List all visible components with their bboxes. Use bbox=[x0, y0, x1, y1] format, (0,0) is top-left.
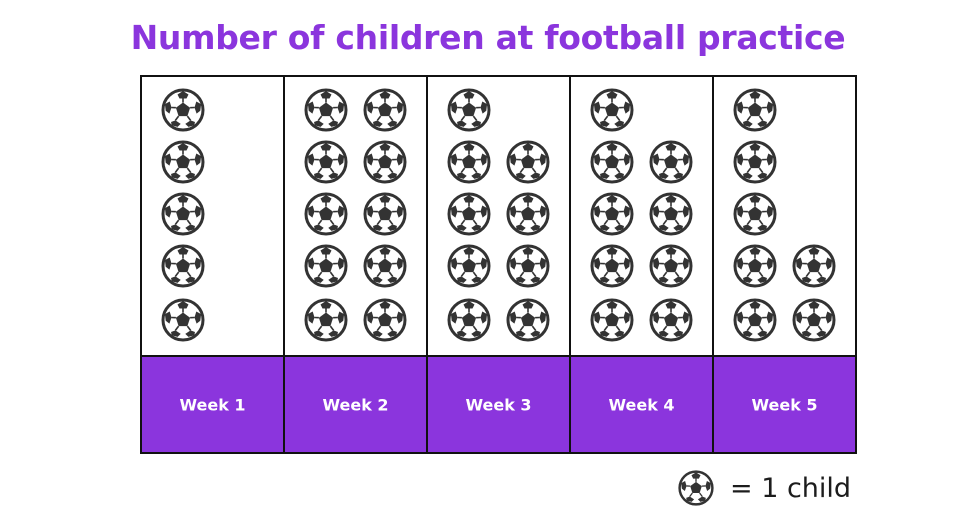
football-icon bbox=[363, 298, 407, 342]
football-icon bbox=[304, 244, 348, 288]
column-5: Week 5 bbox=[712, 75, 857, 454]
football-icon bbox=[590, 140, 634, 184]
legend-label: = 1 child bbox=[730, 472, 852, 504]
category-label: Week 5 bbox=[751, 396, 817, 415]
football-icon bbox=[161, 88, 205, 132]
football-icon bbox=[447, 140, 491, 184]
football-icon bbox=[733, 192, 777, 236]
football-icon bbox=[733, 244, 777, 288]
football-icon bbox=[733, 88, 777, 132]
chart-title: Number of children at football practice bbox=[130, 18, 846, 57]
football-icon bbox=[678, 470, 714, 506]
football-icon bbox=[733, 298, 777, 342]
football-icon bbox=[792, 298, 836, 342]
category-band bbox=[426, 355, 571, 454]
football-icon bbox=[649, 192, 693, 236]
football-icon bbox=[304, 192, 348, 236]
category-label: Week 1 bbox=[179, 396, 245, 415]
football-icon bbox=[506, 244, 550, 288]
football-icon bbox=[161, 140, 205, 184]
football-icon bbox=[590, 192, 634, 236]
category-band bbox=[569, 355, 714, 454]
column-2: Week 2 bbox=[283, 75, 428, 454]
category-label: Week 2 bbox=[322, 396, 388, 415]
category-label: Week 3 bbox=[465, 396, 531, 415]
legend: = 1 child bbox=[678, 470, 851, 506]
category-label: Week 4 bbox=[608, 396, 674, 415]
football-icon bbox=[649, 140, 693, 184]
column-4: Week 4 bbox=[569, 75, 714, 454]
category-band bbox=[712, 355, 857, 454]
column-1: Week 1 bbox=[140, 75, 285, 454]
football-icon bbox=[363, 192, 407, 236]
football-icon bbox=[447, 88, 491, 132]
category-band bbox=[283, 355, 428, 454]
football-icon bbox=[447, 298, 491, 342]
football-icon bbox=[590, 298, 634, 342]
column-3: Week 3 bbox=[426, 75, 571, 454]
category-band bbox=[140, 355, 285, 454]
football-icon bbox=[363, 88, 407, 132]
football-icon bbox=[161, 192, 205, 236]
football-icon bbox=[304, 88, 348, 132]
football-icon bbox=[649, 244, 693, 288]
football-icon bbox=[161, 298, 205, 342]
football-icon bbox=[733, 140, 777, 184]
football-icon bbox=[447, 192, 491, 236]
football-icon bbox=[506, 298, 550, 342]
football-icon bbox=[590, 244, 634, 288]
football-icon bbox=[590, 88, 634, 132]
football-icon bbox=[161, 244, 205, 288]
football-icon bbox=[506, 140, 550, 184]
football-icon bbox=[792, 244, 836, 288]
football-icon bbox=[506, 192, 550, 236]
football-icon bbox=[363, 140, 407, 184]
football-icon bbox=[304, 298, 348, 342]
football-icon bbox=[649, 298, 693, 342]
football-icon bbox=[304, 140, 348, 184]
football-icon bbox=[363, 244, 407, 288]
football-icon bbox=[447, 244, 491, 288]
